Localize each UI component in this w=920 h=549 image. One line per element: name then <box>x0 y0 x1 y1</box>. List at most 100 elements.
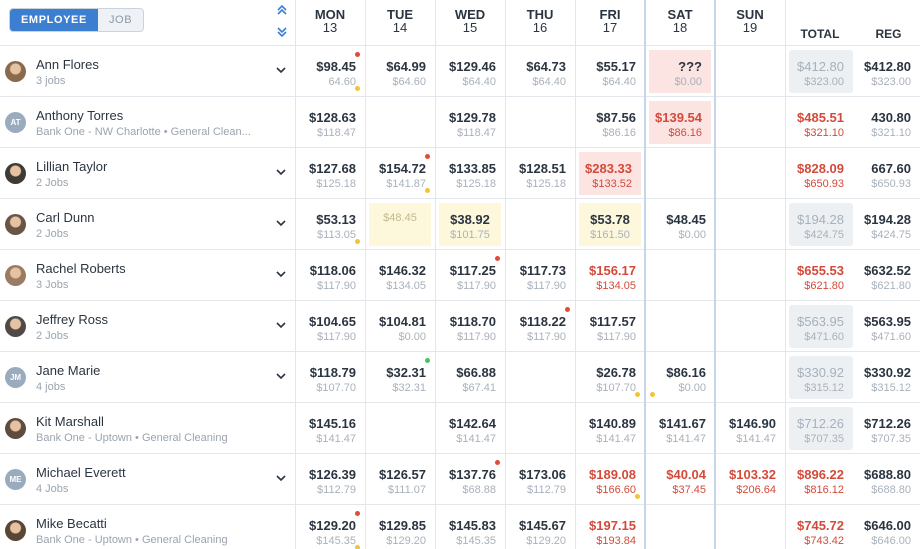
day-cell-sun[interactable]: $146.90 $141.47 <box>715 407 785 450</box>
day-cell-wed[interactable]: $142.64 $141.47 <box>435 407 505 450</box>
chevron-down-icon[interactable] <box>275 269 287 279</box>
day-cell-thu[interactable]: $145.67 $129.20 <box>505 509 575 549</box>
total-cell[interactable]: $745.72 $743.42 <box>789 509 853 549</box>
employee-row[interactable]: Rachel Roberts 3 Jobs $118.06 $117.90 $146.3… <box>0 250 920 301</box>
day-cell-wed[interactable]: $129.78 $118.47 <box>435 101 505 144</box>
expand-all-icon[interactable] <box>275 25 289 39</box>
reg-cell[interactable]: $688.80 $688.80 <box>857 458 920 501</box>
reg-cell[interactable]: 430.80 $321.10 <box>857 101 920 144</box>
total-cell[interactable]: $655.53 $621.80 <box>789 254 853 297</box>
employee-name[interactable]: Michael Everett <box>36 465 126 480</box>
day-cell-mon[interactable]: $145.16 $141.47 <box>295 407 365 450</box>
total-cell[interactable]: $828.09 $650.93 <box>789 152 853 195</box>
day-cell-tue[interactable]: $32.31 $32.31 <box>365 356 435 399</box>
day-cell-sat[interactable]: $48.45 $0.00 <box>645 203 715 246</box>
collapse-all-icon[interactable] <box>275 3 289 17</box>
chevron-down-icon[interactable] <box>275 167 287 177</box>
reg-cell[interactable]: $712.26 $707.35 <box>857 407 920 450</box>
day-cell-sat[interactable]: $141.67 $141.47 <box>645 407 715 450</box>
day-cell-mon[interactable]: $53.13 $113.05 <box>295 203 365 246</box>
day-cell-wed[interactable]: $145.83 $145.35 <box>435 509 505 549</box>
day-cell-mon[interactable]: $126.39 $112.79 <box>295 458 365 501</box>
day-cell-tue[interactable]: $48.45 <box>369 203 431 246</box>
total-cell[interactable]: $485.51 $321.10 <box>789 101 853 144</box>
employee-name[interactable]: Anthony Torres <box>36 108 124 123</box>
employee-row[interactable]: Ann Flores 3 jobs $98.45 64.60 $64.99 $64.60 $… <box>0 46 920 97</box>
employee-row[interactable]: Mike Becatti Bank One - Uptown • General … <box>0 505 920 549</box>
day-cell-sat[interactable]: $40.04 $37.45 <box>645 458 715 501</box>
reg-cell[interactable]: 667.60 $650.93 <box>857 152 920 195</box>
total-cell[interactable]: $330.92 $315.12 <box>789 356 853 399</box>
day-cell-mon[interactable]: $129.20 $145.35 <box>295 509 365 549</box>
day-cell-fri[interactable]: $55.17 $64.40 <box>575 50 645 93</box>
day-cell-tue[interactable]: $104.81 $0.00 <box>365 305 435 348</box>
job-view-button[interactable]: JOB <box>97 9 144 31</box>
reg-cell[interactable]: $412.80 $323.00 <box>857 50 920 93</box>
day-cell-thu[interactable]: $64.73 $64.40 <box>505 50 575 93</box>
chevron-down-icon[interactable] <box>275 320 287 330</box>
day-cell-wed[interactable]: $118.70 $117.90 <box>435 305 505 348</box>
day-cell-sat[interactable]: ??? $0.00 <box>649 50 711 93</box>
day-cell-fri[interactable]: $87.56 $86.16 <box>575 101 645 144</box>
day-cell-sat[interactable]: $86.16 $0.00 <box>645 356 715 399</box>
day-cell-sat[interactable]: $139.54 $86.16 <box>649 101 711 144</box>
employee-name[interactable]: Lillian Taylor <box>36 159 108 174</box>
employee-row[interactable]: ME Michael Everett 4 Jobs $126.39 $112.79 $12… <box>0 454 920 505</box>
employee-view-button[interactable]: EMPLOYEE <box>10 9 98 31</box>
day-cell-wed[interactable]: $137.76 $68.88 <box>435 458 505 501</box>
reg-cell[interactable]: $563.95 $471.60 <box>857 305 920 348</box>
chevron-down-icon[interactable] <box>275 218 287 228</box>
day-cell-wed[interactable]: $129.46 $64.40 <box>435 50 505 93</box>
day-cell-fri[interactable]: $197.15 $193.84 <box>575 509 645 549</box>
day-cell-thu[interactable]: $128.51 $125.18 <box>505 152 575 195</box>
employee-name[interactable]: Jeffrey Ross <box>36 312 109 327</box>
reg-cell[interactable]: $194.28 $424.75 <box>857 203 920 246</box>
day-cell-tue[interactable]: $64.99 $64.60 <box>365 50 435 93</box>
total-cell[interactable]: $412.80 $323.00 <box>789 50 853 93</box>
day-cell-mon[interactable]: $127.68 $125.18 <box>295 152 365 195</box>
day-cell-wed[interactable]: $117.25 $117.90 <box>435 254 505 297</box>
day-cell-fri[interactable]: $117.57 $117.90 <box>575 305 645 348</box>
day-cell-sun[interactable]: $103.32 $206.64 <box>715 458 785 501</box>
day-cell-tue[interactable]: $146.32 $134.05 <box>365 254 435 297</box>
day-cell-thu[interactable]: $118.22 $117.90 <box>505 305 575 348</box>
day-cell-mon[interactable]: $104.65 $117.90 <box>295 305 365 348</box>
employee-name[interactable]: Mike Becatti <box>36 516 107 531</box>
day-cell-tue[interactable]: $129.85 $129.20 <box>365 509 435 549</box>
day-cell-mon[interactable]: $98.45 64.60 <box>295 50 365 93</box>
employee-row[interactable]: AT Anthony Torres Bank One - NW Charlotte … <box>0 97 920 148</box>
day-cell-wed[interactable]: $133.85 $125.18 <box>435 152 505 195</box>
day-cell-mon[interactable]: $118.79 $107.70 <box>295 356 365 399</box>
day-cell-fri[interactable]: $156.17 $134.05 <box>575 254 645 297</box>
employee-row[interactable]: JM Jane Marie 4 jobs $118.79 $107.70 $32.31 $3… <box>0 352 920 403</box>
chevron-down-icon[interactable] <box>275 371 287 381</box>
chevron-down-icon[interactable] <box>275 65 287 75</box>
employee-name[interactable]: Rachel Roberts <box>36 261 126 276</box>
reg-cell[interactable]: $646.00 $646.00 <box>857 509 920 549</box>
day-cell-wed[interactable]: $66.88 $67.41 <box>435 356 505 399</box>
employee-name[interactable]: Carl Dunn <box>36 210 95 225</box>
reg-cell[interactable]: $632.52 $621.80 <box>857 254 920 297</box>
employee-row[interactable]: Jeffrey Ross 2 Jobs $104.65 $117.90 $104.81 $… <box>0 301 920 352</box>
reg-cell[interactable]: $330.92 $315.12 <box>857 356 920 399</box>
total-cell[interactable]: $896.22 $816.12 <box>789 458 853 501</box>
day-cell-mon[interactable]: $128.63 $118.47 <box>295 101 365 144</box>
total-cell[interactable]: $712.26 $707.35 <box>789 407 853 450</box>
day-cell-fri[interactable]: $283.33 $133.52 <box>579 152 641 195</box>
total-cell[interactable]: $563.95 $471.60 <box>789 305 853 348</box>
employee-name[interactable]: Ann Flores <box>36 57 99 72</box>
day-cell-fri[interactable]: $189.08 $166.60 <box>575 458 645 501</box>
day-cell-fri[interactable]: $140.89 $141.47 <box>575 407 645 450</box>
day-cell-thu[interactable]: $117.73 $117.90 <box>505 254 575 297</box>
employee-row[interactable]: Carl Dunn 2 Jobs $53.13 $113.05 $48.45 $38.9… <box>0 199 920 250</box>
day-cell-wed[interactable]: $38.92 $101.75 <box>439 203 501 246</box>
employee-name[interactable]: Kit Marshall <box>36 414 104 429</box>
day-cell-tue[interactable]: $126.57 $111.07 <box>365 458 435 501</box>
day-cell-fri[interactable]: $26.78 $107.70 <box>575 356 645 399</box>
day-cell-thu[interactable]: $173.06 $112.79 <box>505 458 575 501</box>
day-cell-mon[interactable]: $118.06 $117.90 <box>295 254 365 297</box>
employee-row[interactable]: Kit Marshall Bank One - Uptown • General … <box>0 403 920 454</box>
employee-name[interactable]: Jane Marie <box>36 363 101 378</box>
employee-row[interactable]: Lillian Taylor 2 Jobs $127.68 $125.18 $154.7… <box>0 148 920 199</box>
total-cell[interactable]: $194.28 $424.75 <box>789 203 853 246</box>
